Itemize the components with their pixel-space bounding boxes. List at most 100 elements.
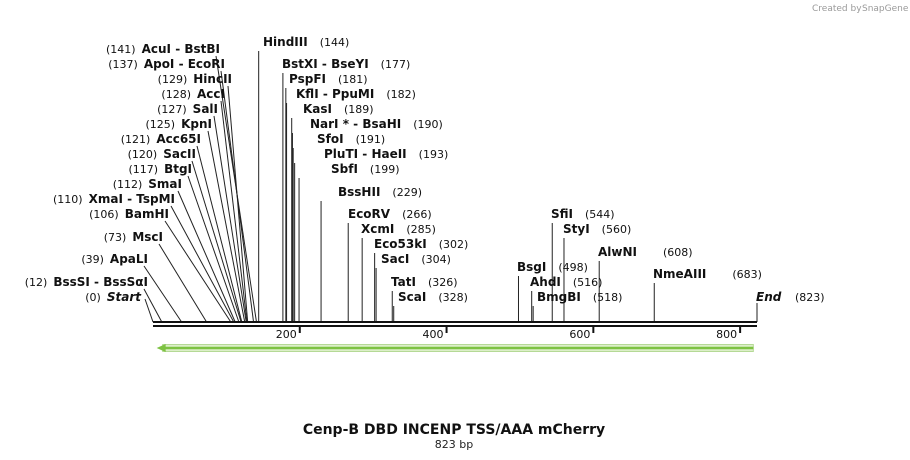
site-position: (190) (413, 118, 443, 131)
site-label[interactable]: ApaLI (110, 252, 148, 266)
dna-backbone (153, 321, 757, 327)
site-position: (199) (370, 163, 400, 176)
watermark-created-by: Created by (812, 4, 862, 14)
site-position: (127) (157, 103, 187, 116)
site-position: (544) (585, 208, 615, 221)
site-position: (128) (161, 88, 191, 101)
site-label[interactable]: KpnI (181, 117, 212, 131)
watermark-snapgene: SnapGene (862, 4, 909, 14)
site-label[interactable]: BamHI (125, 207, 169, 221)
site-position: (117) (128, 163, 158, 176)
axis-tick-label: 400 (423, 328, 444, 341)
site-label[interactable]: HincII (193, 72, 232, 86)
site-label[interactable]: KasI (303, 102, 332, 116)
site-label[interactable]: Eco53kI (374, 237, 427, 251)
site-position: (141) (106, 43, 136, 56)
site-label[interactable]: MscI (132, 230, 163, 244)
site-label[interactable]: BsgI (517, 260, 546, 274)
site-position: (73) (104, 231, 127, 244)
site-position: (516) (573, 276, 603, 289)
site-label[interactable]: NmeAIII (653, 267, 706, 281)
site-label[interactable]: NarI * - BsaHI (310, 117, 401, 131)
site-position: (129) (158, 73, 188, 86)
site-position: (498) (558, 261, 588, 274)
site-label[interactable]: KflI - PpuMI (296, 87, 374, 101)
site-label[interactable]: SfoI (317, 132, 344, 146)
site-label[interactable]: SmaI (148, 177, 182, 191)
end-position: (823) (795, 291, 825, 304)
start-position: (0) (85, 291, 101, 304)
feature-arrow[interactable] (156, 344, 754, 352)
site-leader (196, 145, 243, 323)
site-label[interactable]: PspFI (289, 72, 326, 86)
site-leader (177, 190, 236, 323)
axis-ticks: 200 400 600 800 (276, 327, 742, 341)
site-position: (266) (402, 208, 432, 221)
site-label[interactable]: TatI (391, 275, 416, 289)
site-position: (608) (663, 246, 693, 259)
site-label[interactable]: AcuI - BstBI (142, 42, 220, 56)
site-position: (120) (128, 148, 158, 161)
site-label[interactable]: ApoI - EcoRI (144, 57, 225, 71)
site-position: (110) (53, 193, 83, 206)
site-position: (326) (428, 276, 458, 289)
site-leader (158, 243, 208, 323)
site-position: (193) (419, 148, 449, 161)
site-leader (191, 160, 242, 323)
site-leader (143, 288, 163, 323)
site-leader (207, 130, 246, 323)
site-label[interactable]: AlwNI (598, 245, 637, 259)
site-position: (229) (392, 186, 422, 199)
feature-arrow-head[interactable] (156, 344, 166, 352)
site-label[interactable]: ScaI (398, 290, 426, 304)
site-leader-lines (143, 51, 758, 323)
site-leader (187, 175, 240, 323)
site-position: (177) (381, 58, 411, 71)
site-label[interactable]: HindIII (263, 35, 308, 49)
site-label[interactable]: XmaI - TspMI (89, 192, 175, 206)
site-label[interactable]: PluTI - HaeII (324, 147, 407, 161)
site-position: (12) (25, 276, 48, 289)
site-label[interactable]: BstXI - BseYI (282, 57, 369, 71)
site-label[interactable]: SalI (193, 102, 218, 116)
site-position: (121) (121, 133, 151, 146)
site-position: (285) (406, 223, 436, 236)
site-position: (106) (89, 208, 119, 221)
site-position: (189) (344, 103, 374, 116)
site-position: (182) (386, 88, 416, 101)
site-label[interactable]: SfiI (551, 207, 573, 221)
map-length: 823 bp (435, 438, 473, 451)
start-label: Start (107, 290, 142, 304)
site-position: (304) (421, 253, 451, 266)
site-label[interactable]: EcoRV (348, 207, 391, 221)
site-label[interactable]: AccI (197, 87, 225, 101)
site-label[interactable]: AhdI (530, 275, 561, 289)
site-label[interactable]: BssHII (338, 185, 380, 199)
site-position: (518) (593, 291, 623, 304)
site-label[interactable]: XcmI (361, 222, 394, 236)
site-position: (560) (602, 223, 632, 236)
site-label[interactable]: SacI (381, 252, 409, 266)
site-label[interactable]: BmgBI (537, 290, 581, 304)
site-leader (215, 55, 257, 323)
site-label[interactable]: SbfI (331, 162, 358, 176)
site-label[interactable]: StyI (563, 222, 590, 236)
start-leader (144, 298, 154, 323)
site-label[interactable]: SacII (163, 147, 196, 161)
site-label[interactable]: BtgI (164, 162, 192, 176)
axis-tick-label: 200 (276, 328, 297, 341)
end-label: End (756, 290, 782, 304)
site-position: (112) (113, 178, 143, 191)
map-title: Cenp-B DBD INCENP TSS/AAA mCherry (303, 422, 605, 438)
axis-tick-label: 800 (716, 328, 737, 341)
site-position: (137) (108, 58, 138, 71)
site-label[interactable]: Acc65I (156, 132, 201, 146)
site-position: (191) (356, 133, 386, 146)
site-position: (302) (439, 238, 469, 251)
site-leader (220, 100, 248, 323)
site-label[interactable]: BssSI - BssSαI (53, 275, 148, 289)
axis-tick-label: 600 (569, 328, 590, 341)
site-leader (213, 115, 247, 323)
site-labels: BssSI - BssSαI (12) ApaLI (39) MscI (73) BamHI… (25, 35, 825, 304)
